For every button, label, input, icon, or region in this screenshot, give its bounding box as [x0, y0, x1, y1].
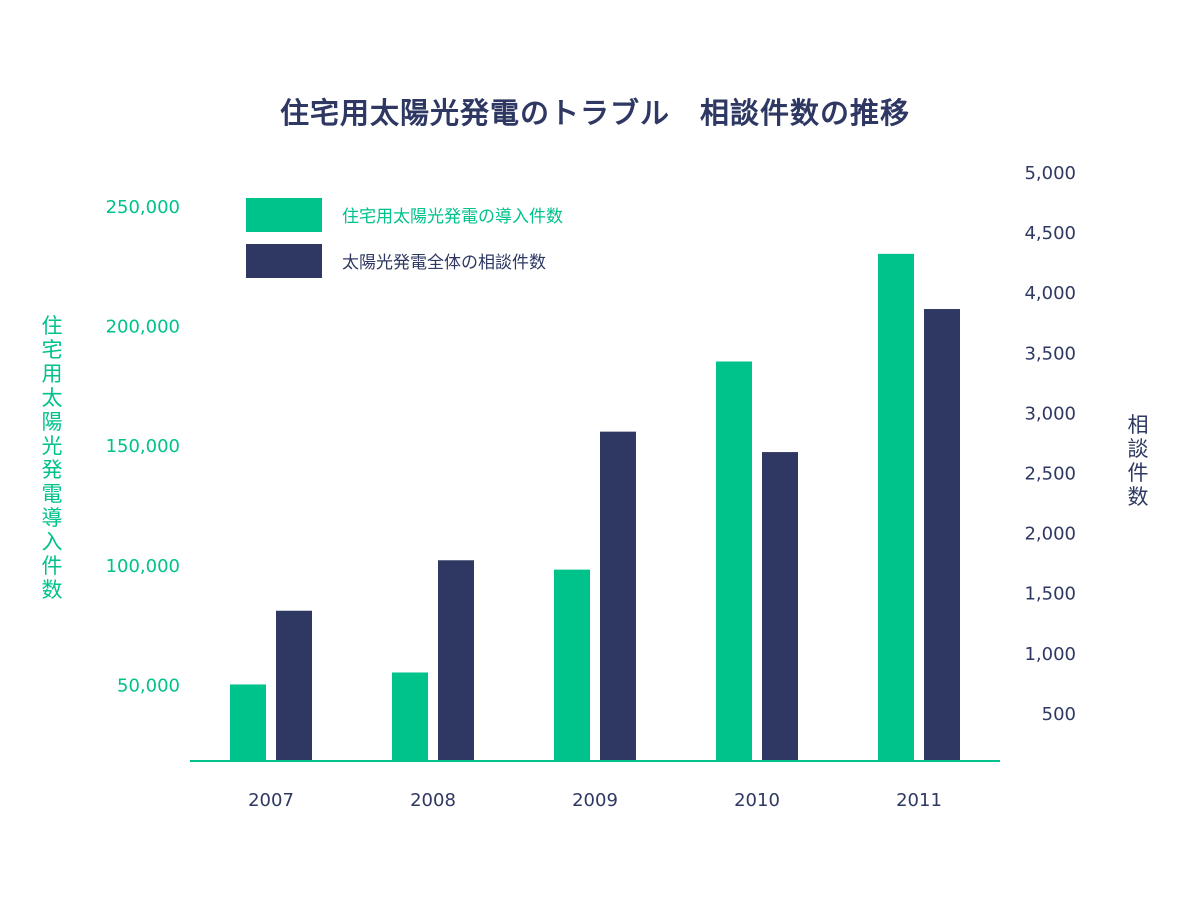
y-left-label-char: 電	[42, 482, 63, 506]
bar-consultations-2010	[762, 452, 798, 761]
bar-consultations-2011	[924, 309, 960, 761]
y-left-label-char: 陽	[42, 410, 63, 434]
bar-installations-2010	[716, 361, 752, 761]
y-right-tick-4: 2,500	[1024, 464, 1076, 485]
y-right-label-char: 談	[1128, 437, 1149, 461]
y-left-label-char: 入	[42, 530, 63, 554]
bar-installations-2008	[392, 672, 428, 761]
y-axis-right-label: 相談件数	[1128, 413, 1149, 509]
bar-installations-2007	[230, 684, 266, 761]
x-axis-ticks: 2007 2008 2009 2010 2011	[248, 790, 942, 811]
y-left-label-char: 発	[42, 458, 63, 482]
y-right-tick-2: 1,500	[1024, 584, 1076, 605]
y-left-label-char: 用	[42, 362, 63, 386]
y-left-tick-3: 200,000	[106, 317, 180, 338]
legend-swatch-installations	[246, 198, 322, 232]
y-axis-left-ticks: 50,000 100,000 150,000 200,000 250,000	[106, 197, 180, 696]
y-right-tick-5: 3,000	[1024, 403, 1076, 424]
y-left-tick-2: 150,000	[106, 436, 180, 457]
bar-installations-2009	[554, 569, 590, 761]
x-tick-2009: 2009	[572, 790, 618, 811]
y-left-label-char: 住	[42, 314, 63, 338]
x-tick-2010: 2010	[734, 790, 780, 811]
legend-label-consultations: 太陽光発電全体の相談件数	[342, 253, 546, 273]
y-right-label-char: 件	[1128, 461, 1149, 485]
bar-consultations-2008	[438, 560, 474, 761]
y-right-tick-6: 3,500	[1024, 343, 1076, 364]
y-right-tick-0: 500	[1042, 704, 1076, 725]
bars	[230, 253, 960, 761]
bar-installations-2011	[878, 253, 914, 761]
y-left-label-char: 数	[42, 578, 63, 602]
bar-consultations-2009	[600, 431, 636, 761]
y-left-tick-0: 50,000	[117, 675, 180, 696]
legend: 住宅用太陽光発電の導入件数 太陽光発電全体の相談件数	[246, 198, 563, 278]
y-left-tick-4: 250,000	[106, 197, 180, 218]
x-tick-2011: 2011	[896, 790, 942, 811]
y-left-label-char: 宅	[42, 338, 63, 362]
y-left-label-char: 太	[42, 386, 63, 410]
legend-swatch-consultations	[246, 244, 322, 278]
legend-label-installations: 住宅用太陽光発電の導入件数	[342, 207, 563, 227]
x-tick-2008: 2008	[410, 790, 456, 811]
y-left-tick-1: 100,000	[106, 556, 180, 577]
chart-title: 住宅用太陽光発電のトラブル 相談件数の推移	[280, 96, 910, 130]
y-right-label-char: 相	[1128, 413, 1149, 437]
y-right-tick-9: 5,000	[1024, 163, 1076, 184]
bar-consultations-2007	[276, 610, 312, 761]
y-axis-right-ticks: 500 1,000 1,500 2,000 2,500 3,000 3,500 4,000 4,…	[1024, 163, 1076, 725]
y-right-tick-8: 4,500	[1024, 223, 1076, 244]
x-tick-2007: 2007	[248, 790, 294, 811]
y-left-label-char: 件	[42, 554, 63, 578]
y-left-label-char: 光	[42, 434, 63, 458]
y-left-label-char: 導	[42, 506, 63, 530]
y-right-tick-3: 2,000	[1024, 524, 1076, 545]
y-right-tick-1: 1,000	[1024, 644, 1076, 665]
y-right-label-char: 数	[1128, 485, 1149, 509]
y-right-tick-7: 4,000	[1024, 283, 1076, 304]
